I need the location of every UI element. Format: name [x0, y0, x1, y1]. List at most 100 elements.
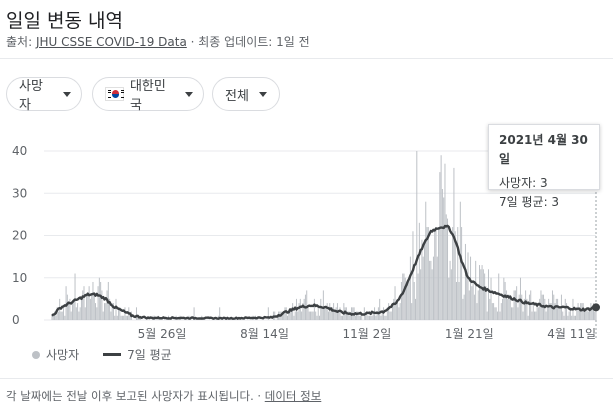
death-bar — [320, 298, 322, 320]
death-bar — [578, 307, 580, 320]
death-bar — [525, 290, 527, 320]
death-bar — [435, 227, 437, 320]
metric-dropdown[interactable]: 사망자 — [6, 77, 82, 113]
tooltip-deaths: 사망자: 3 — [499, 176, 548, 190]
scope-dropdown-label: 전체 — [225, 88, 249, 104]
death-bar — [557, 298, 559, 320]
death-bar — [290, 311, 292, 320]
death-bar — [375, 315, 377, 320]
death-bar — [495, 307, 497, 320]
death-bar — [92, 281, 94, 320]
scope-dropdown[interactable]: 전체 — [212, 77, 280, 111]
death-bar — [368, 315, 370, 320]
country-dropdown-label: 대한민국 — [129, 79, 166, 113]
death-bar — [502, 298, 504, 320]
death-bar — [384, 315, 386, 320]
death-bar — [430, 260, 432, 320]
death-bar — [127, 315, 129, 320]
death-bar — [100, 281, 102, 320]
death-bar — [498, 273, 500, 320]
y-tick-label: 40 — [12, 144, 27, 158]
death-bar — [298, 303, 300, 320]
death-bar — [319, 315, 321, 320]
death-bar — [276, 315, 278, 320]
death-bar — [514, 290, 516, 320]
death-bar — [356, 311, 358, 320]
death-bar — [310, 311, 312, 320]
korea-flag-icon — [105, 87, 124, 101]
death-bar — [449, 260, 451, 320]
tooltip-date: 2021년 4월 30일 — [499, 133, 588, 166]
death-bar — [595, 303, 597, 320]
death-bar — [441, 189, 443, 320]
death-bar — [575, 315, 577, 320]
data-info-link[interactable]: 데이터 정보 — [264, 389, 322, 403]
death-bar — [438, 227, 440, 320]
death-bar — [558, 307, 560, 320]
death-bar — [294, 311, 296, 320]
death-bar — [420, 269, 422, 320]
header-divider — [0, 58, 613, 59]
death-bar — [486, 311, 488, 320]
legend-dot-icon — [32, 350, 40, 359]
death-bar — [450, 269, 452, 320]
death-bar — [395, 303, 397, 320]
death-bar — [412, 231, 414, 320]
death-bar — [408, 277, 410, 320]
death-bar — [457, 227, 459, 320]
death-bar — [568, 311, 570, 320]
death-bar — [358, 315, 360, 320]
death-bar — [434, 231, 436, 320]
death-bar — [445, 214, 447, 320]
death-bar — [379, 298, 381, 320]
death-bar — [563, 315, 565, 320]
avg-line — [51, 224, 597, 320]
death-bar — [303, 298, 305, 320]
death-bar — [315, 311, 317, 320]
death-bar — [334, 311, 336, 320]
death-bar — [472, 281, 474, 320]
death-bar — [115, 298, 117, 320]
death-bar — [452, 227, 454, 320]
death-bar — [376, 311, 378, 320]
death-bar — [354, 315, 356, 320]
death-bar — [462, 298, 464, 320]
death-bar — [103, 303, 105, 320]
country-dropdown[interactable]: 대한민국 — [92, 77, 204, 113]
death-bar — [70, 311, 72, 320]
death-bar — [281, 315, 283, 320]
death-bar — [487, 269, 489, 320]
death-bar — [73, 298, 75, 320]
tooltip-avg: 7일 평균: 3 — [499, 195, 560, 209]
death-bar — [285, 307, 287, 320]
death-bar — [311, 311, 313, 320]
death-bar — [531, 311, 533, 320]
death-bar — [121, 315, 123, 320]
death-bar — [432, 256, 434, 320]
death-bar — [447, 218, 449, 320]
death-bar — [423, 239, 425, 320]
death-bar — [59, 298, 61, 320]
death-bar — [312, 311, 314, 320]
legend-line-icon — [103, 353, 122, 356]
death-bar — [491, 303, 493, 320]
source-link[interactable]: JHU CSSE COVID-19 Data — [35, 35, 187, 49]
death-bar — [400, 281, 402, 320]
death-bar — [581, 303, 583, 320]
death-bar — [55, 315, 57, 320]
death-bar — [559, 307, 561, 320]
death-bar — [500, 303, 502, 320]
death-bar — [440, 155, 442, 320]
death-bar — [301, 311, 303, 320]
death-bar — [591, 307, 593, 320]
death-bar — [443, 197, 445, 320]
death-bar — [551, 290, 553, 320]
death-bar — [530, 290, 532, 320]
death-bar — [545, 311, 547, 320]
death-bar — [397, 303, 399, 320]
death-bar — [78, 311, 80, 320]
death-bar — [490, 277, 492, 320]
death-bar — [512, 307, 514, 320]
death-bar — [453, 167, 455, 320]
death-bar — [576, 307, 578, 320]
